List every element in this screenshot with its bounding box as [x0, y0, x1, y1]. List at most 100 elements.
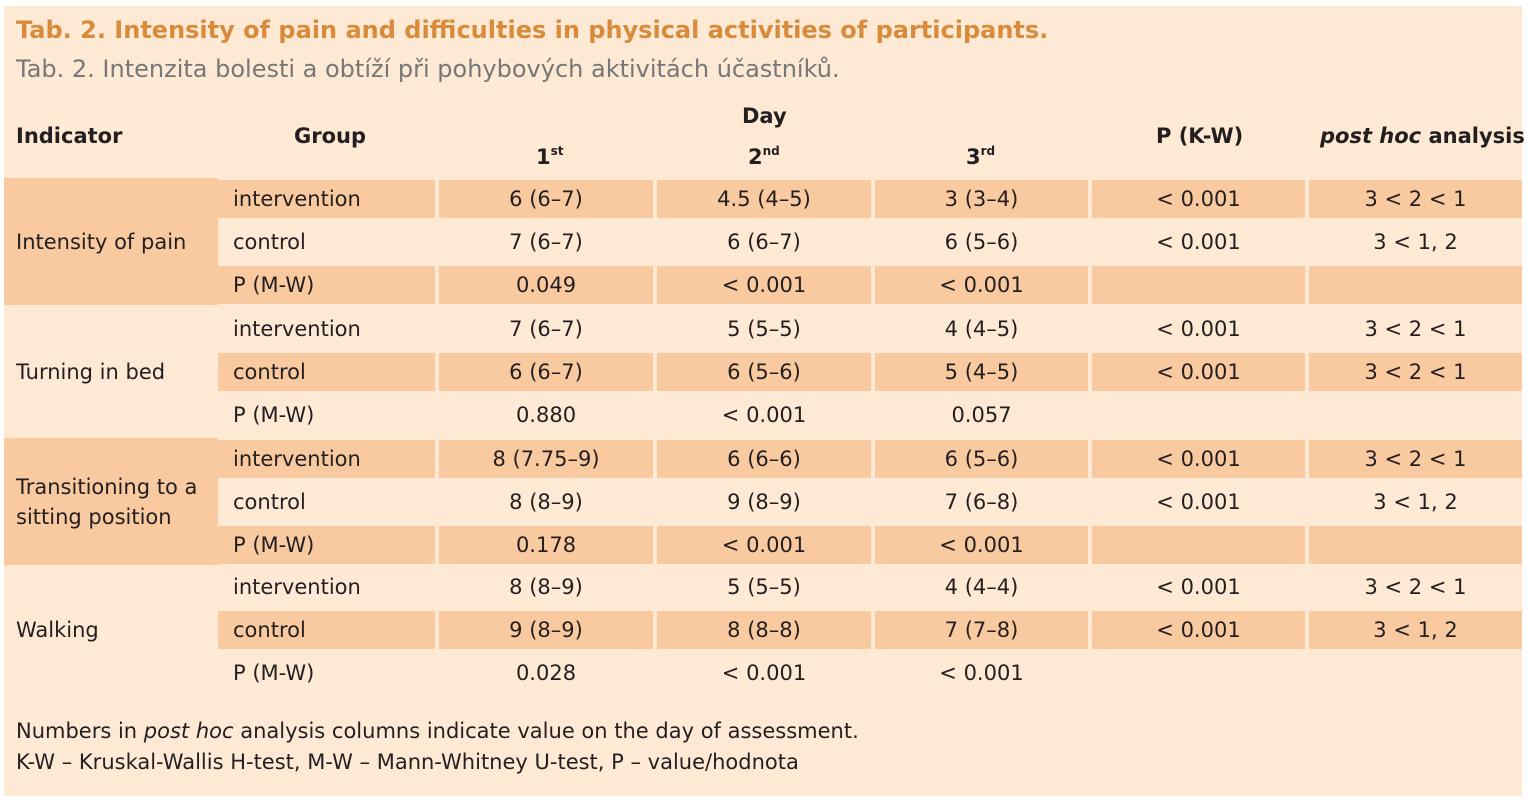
cell-d1: 9 (8–9): [439, 611, 653, 649]
header-indicator: Indicator: [16, 124, 123, 148]
cell-pkw: < 0.001: [1092, 353, 1305, 391]
cell-d2: 5 (5–5): [727, 317, 801, 341]
cell-d3: 4 (4–5): [944, 317, 1019, 341]
cell-pkw: [1092, 396, 1305, 434]
cell-d3: 6 (5–6): [944, 230, 1019, 254]
cell-posthoc: [1309, 396, 1522, 434]
cell-group: P (M-W): [233, 661, 315, 685]
cell-d3: 7 (6–8): [944, 490, 1019, 514]
cell-posthoc: 3 < 2 < 1: [1309, 180, 1522, 218]
cell-d1: 8 (7.75–9): [439, 440, 653, 478]
cell-posthoc: 3 < 2 < 1: [1309, 440, 1522, 478]
cell-d2: 4.5 (4–5): [657, 180, 871, 218]
cell-d2: 8 (8–8): [657, 611, 871, 649]
cell-d1: 6 (6–7): [439, 353, 653, 391]
cell-d2: 5 (5–5): [727, 575, 801, 599]
table-section: Transitioning to a sitting position inter…: [4, 438, 1522, 567]
table-notes: Numbers in post hoc analysis columns ind…: [16, 716, 859, 778]
header-post-hoc-italic: post hoc: [1320, 124, 1422, 148]
cell-d3: 7 (7–8): [875, 611, 1088, 649]
note-line-1-pre: Numbers in: [16, 719, 144, 743]
header-post-hoc: post hoc analysis: [1320, 124, 1525, 148]
table-row: intervention 8 (8–9) 5 (5–5) 4 (4–4) < 0.001…: [4, 568, 1522, 606]
cell-pkw: < 0.001: [1156, 230, 1241, 254]
table-row: control 7 (6–7) 6 (6–7) 6 (5–6) < 0.001 3 < 1…: [4, 223, 1522, 261]
cell-d2: 6 (6–6): [657, 440, 871, 478]
note-line-2: K-W – Kruskal-Wallis H-test, M-W – Mann-…: [16, 750, 799, 774]
cell-d2: 9 (8–9): [727, 490, 801, 514]
cell-group: intervention: [218, 180, 435, 218]
cell-d1: 0.178: [439, 526, 653, 564]
header-day-2: 2nd: [748, 144, 780, 169]
table-section: Turning in bed intervention 7 (6–7) 5 (5–5)…: [4, 308, 1522, 437]
header-post-hoc-rest: analysis: [1421, 124, 1525, 148]
table-section: Walking intervention 8 (8–9) 5 (5–5) 4 (4–4)…: [4, 566, 1522, 695]
note-line-1-italic: post hoc: [143, 719, 234, 743]
header-day-1: 1st: [536, 144, 564, 169]
header-day-2-sup: nd: [762, 144, 780, 158]
cell-pkw: [1092, 266, 1305, 304]
cell-d3: 0.057: [951, 403, 1012, 427]
table-subtitle: Tab. 2. Intenzita bolesti a obtíží při p…: [16, 55, 840, 83]
cell-d3: 3 (3–4): [875, 180, 1088, 218]
header-day: Day: [742, 104, 787, 128]
table-row: intervention 7 (6–7) 5 (5–5) 4 (4–5) < 0.001…: [4, 310, 1522, 348]
indicator-cell: Intensity of pain: [4, 178, 218, 305]
header-day-3-sup: rd: [980, 144, 996, 158]
cell-posthoc: 3 < 1, 2: [1309, 611, 1522, 649]
cell-d1: 7 (6–7): [509, 230, 583, 254]
table-row: P (M-W) 0.178 < 0.001 < 0.001: [4, 526, 1522, 564]
header-day-3-num: 3: [966, 145, 981, 169]
cell-posthoc: 3 < 2 < 1: [1364, 575, 1467, 599]
table-panel: Tab. 2. Intensity of pain and difficulti…: [4, 6, 1525, 796]
cell-d3: < 0.001: [875, 526, 1088, 564]
header-p-kw: P (K-W): [1156, 124, 1244, 148]
table-title: Tab. 2. Intensity of pain and difficulti…: [16, 16, 1049, 44]
table-row: intervention 8 (7.75–9) 6 (6–6) 6 (5–6) < 0.…: [4, 440, 1522, 478]
cell-d2: 6 (5–6): [657, 353, 871, 391]
indicator-cell: Transitioning to a sitting position: [4, 438, 218, 565]
cell-group: control: [218, 611, 435, 649]
cell-d1: 0.028: [515, 661, 577, 685]
header-group: Group: [294, 124, 367, 148]
cell-d2: < 0.001: [721, 403, 807, 427]
table-header: Indicator Group Day 1st 2nd 3rd P (K-W) …: [4, 96, 1525, 176]
cell-group: P (M-W): [218, 526, 435, 564]
cell-pkw: < 0.001: [1092, 440, 1305, 478]
cell-pkw: < 0.001: [1092, 611, 1305, 649]
cell-pkw: [1092, 526, 1305, 564]
cell-posthoc: 3 < 1, 2: [1373, 490, 1458, 514]
cell-d1: 7 (6–7): [509, 317, 583, 341]
cell-d2: 6 (6–7): [727, 230, 801, 254]
table-row: P (M-W) 0.880 < 0.001 0.057: [4, 396, 1522, 434]
indicator-cell: Turning in bed: [16, 359, 166, 384]
cell-posthoc: [1309, 266, 1522, 304]
cell-posthoc: [1309, 654, 1522, 692]
header-day-3: 3rd: [966, 144, 995, 169]
table-row: control 9 (8–9) 8 (8–8) 7 (7–8) < 0.001 3 < 1…: [4, 611, 1522, 649]
cell-pkw: < 0.001: [1156, 490, 1241, 514]
cell-d2: < 0.001: [657, 266, 871, 304]
cell-group: P (M-W): [233, 403, 315, 427]
cell-d3: 4 (4–4): [944, 575, 1019, 599]
cell-d3: 5 (4–5): [875, 353, 1088, 391]
cell-d2: < 0.001: [721, 661, 807, 685]
cell-pkw: < 0.001: [1156, 575, 1241, 599]
cell-d3: < 0.001: [875, 266, 1088, 304]
header-day-2-num: 2: [748, 145, 763, 169]
cell-pkw: [1092, 654, 1305, 692]
cell-d1: 8 (8–9): [509, 575, 583, 599]
cell-posthoc: 3 < 2 < 1: [1309, 353, 1522, 391]
cell-group: control: [233, 490, 306, 514]
cell-group: intervention: [233, 317, 361, 341]
table-row: P (M-W) 0.028 < 0.001 < 0.001: [4, 654, 1522, 692]
note-line-1: Numbers in post hoc analysis columns ind…: [16, 716, 859, 747]
cell-posthoc: 3 < 2 < 1: [1364, 317, 1467, 341]
table-row: control 6 (6–7) 6 (5–6) 5 (4–5) < 0.001 3 < 2…: [4, 353, 1522, 391]
cell-group: control: [218, 353, 435, 391]
cell-d1: 6 (6–7): [439, 180, 653, 218]
cell-d2: < 0.001: [657, 526, 871, 564]
cell-d1: 8 (8–9): [509, 490, 583, 514]
table-section: Intensity of pain intervention 6 (6–7) 4.5 …: [4, 178, 1522, 307]
cell-d1: 0.880: [515, 403, 577, 427]
